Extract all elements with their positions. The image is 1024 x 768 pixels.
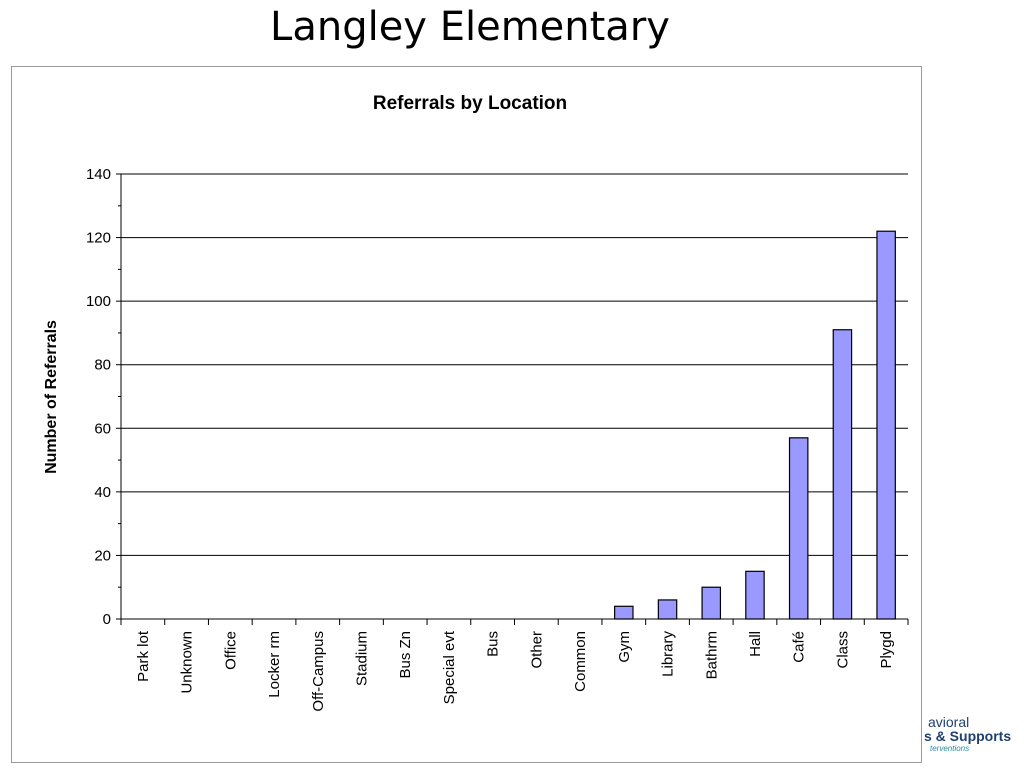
x-tick-label: Office	[222, 631, 239, 670]
x-tick-label: Bus Zn	[397, 631, 414, 679]
x-tick-label: Bathrm	[703, 631, 720, 679]
y-tick-label: 80	[94, 357, 111, 374]
x-tick-label: Park lot	[135, 630, 152, 682]
x-tick-label: Class	[834, 631, 851, 669]
x-tick-label: Other	[528, 631, 545, 669]
y-tick-label: 60	[94, 420, 111, 437]
x-tick-label: Library	[660, 631, 677, 677]
x-tick-label: Café	[791, 631, 808, 663]
bar	[657, 599, 678, 620]
x-tick-label: Locker rm	[266, 631, 283, 698]
bar	[614, 605, 634, 620]
y-axis-label: Number of Referrals	[43, 320, 60, 474]
logo-line-3: terventions	[930, 744, 970, 753]
x-tick-label: Bus	[485, 631, 502, 657]
chart-title: Referrals by Location	[373, 93, 567, 114]
y-tick-label: 20	[94, 547, 111, 564]
bar	[876, 230, 896, 620]
y-tick-label: 0	[103, 611, 111, 628]
x-tick-label: Hall	[747, 631, 764, 657]
x-tick-label: Special evt	[441, 630, 458, 704]
pbis-logo: avioral s & Supports terventions	[924, 714, 1024, 754]
bar-chart: Referrals by Location Number of Referral…	[43, 93, 909, 712]
bar	[832, 329, 853, 620]
x-tick-label: Stadium	[353, 631, 370, 686]
bar	[701, 586, 722, 620]
y-tick-label: 40	[94, 484, 111, 501]
x-tick-label: Off-Campus	[310, 631, 327, 712]
chart-frame: Referrals by Location Number of Referral…	[11, 66, 922, 763]
y-tick-label: 140	[86, 166, 111, 183]
x-tick-label: Common	[572, 631, 589, 692]
y-tick-label: 120	[86, 230, 111, 247]
bar	[788, 437, 809, 620]
y-tick-label: 100	[86, 293, 111, 310]
x-tick-label: Plygd	[878, 631, 895, 669]
bar	[745, 570, 765, 620]
x-tick-label: Unknown	[179, 631, 196, 694]
logo-line-2: s & Supports	[924, 728, 1012, 744]
logo-line-1: avioral	[928, 714, 970, 730]
slide-title: Langley Elementary	[270, 4, 670, 50]
x-tick-label: Gym	[616, 631, 633, 663]
